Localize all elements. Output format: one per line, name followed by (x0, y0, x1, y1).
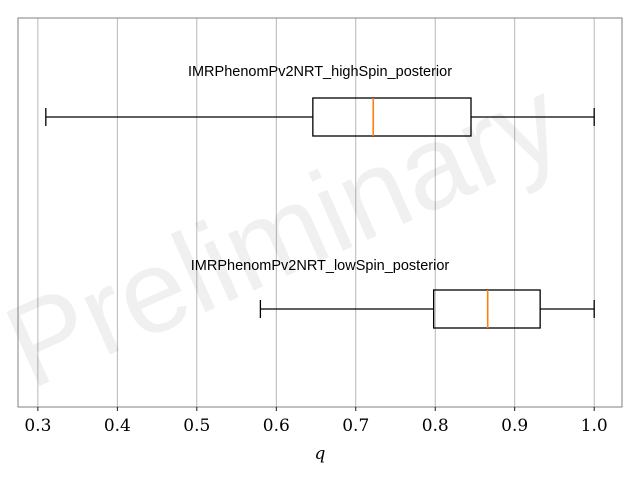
x-axis-ticks: 0.3 0.4 0.5 0.6 0.7 0.8 0.9 1.0 (24, 407, 608, 436)
box-series-1: IMRPhenomPv2NRT_highSpin_posterior (45, 64, 595, 137)
plot-frame (17, 17, 623, 408)
x-tick-label: 0.3 (24, 416, 51, 436)
x-tick-label: 0.5 (183, 416, 210, 436)
x-tick-label: 0.4 (104, 416, 131, 436)
series-label: IMRPhenomPv2NRT_highSpin_posterior (188, 64, 452, 80)
series-label: IMRPhenomPv2NRT_lowSpin_posterior (191, 258, 450, 274)
x-tick-label: 1.0 (581, 416, 608, 436)
box-series-2: IMRPhenomPv2NRT_lowSpin_posterior (191, 258, 595, 329)
x-tick-label: 0.9 (501, 416, 528, 436)
x-tick-label: 0.8 (422, 416, 449, 436)
grid-lines (37, 18, 595, 407)
x-tick-label: 0.7 (342, 416, 369, 436)
iqr-box (312, 97, 472, 137)
watermark-text: Preliminary (0, 53, 580, 414)
x-tick-label: 0.6 (263, 416, 290, 436)
box-series: IMRPhenomPv2NRT_highSpin_posterior IMRPhe… (45, 64, 595, 329)
x-axis-label: q (315, 444, 326, 464)
